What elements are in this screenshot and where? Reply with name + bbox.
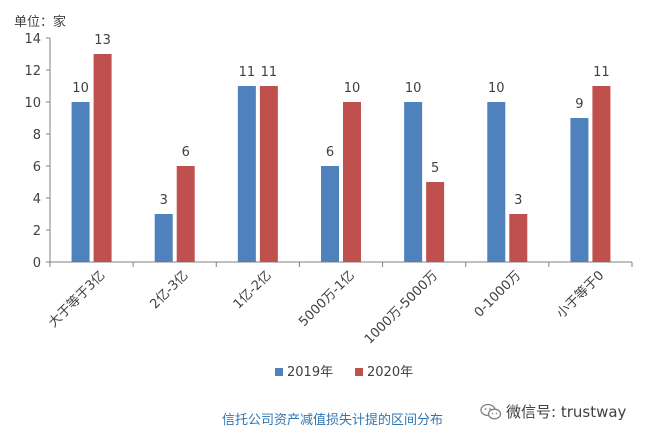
bar-2020 [259, 86, 278, 262]
legend-label: 2020年 [367, 365, 413, 380]
x-tick-label: 5000万-1亿 [296, 268, 358, 330]
data-label: 10 [488, 81, 505, 96]
bar-2020 [509, 214, 528, 262]
x-tick-label: 1亿-2亿 [231, 268, 275, 312]
bar-2020 [343, 102, 361, 262]
bar-2019 [321, 166, 339, 262]
y-tick-label: 14 [24, 32, 41, 47]
bar-2020 [592, 86, 611, 262]
unit-label: 单位：家 [14, 15, 67, 30]
y-tick-label: 8 [33, 128, 41, 143]
x-tick-label: 大于等于3亿 [45, 268, 108, 331]
y-tick-label: 0 [33, 256, 41, 271]
data-label: 3 [160, 193, 168, 208]
y-tick-label: 10 [24, 96, 41, 111]
data-label: 6 [326, 145, 334, 160]
chart-caption: 信托公司资产减值损失计提的区间分布 [222, 413, 444, 428]
bar-2019 [237, 86, 256, 262]
bar-2019 [404, 102, 423, 262]
y-tick-label: 4 [33, 192, 41, 207]
data-label: 13 [94, 33, 111, 48]
bar-2019 [154, 214, 173, 262]
wechat-icon [480, 403, 502, 419]
watermark: 微信号: trustway [480, 401, 626, 422]
bar-2019 [487, 102, 506, 262]
bar-2020 [176, 166, 195, 262]
bar-2019 [71, 102, 90, 262]
x-tick-label: 1000万-5000万 [362, 268, 441, 347]
data-label: 9 [575, 97, 583, 112]
x-tick-label: 0-1000万 [472, 268, 524, 320]
bar-2020 [93, 54, 112, 262]
data-label: 5 [431, 161, 439, 176]
watermark-text: 微信号: trustway [506, 403, 627, 421]
legend-label: 2019年 [287, 365, 333, 380]
x-tick-label: 2亿-3亿 [148, 268, 192, 312]
data-label: 10 [344, 81, 361, 96]
y-tick-label: 2 [33, 224, 41, 239]
legend-swatch [275, 368, 283, 376]
bar-2019 [570, 118, 589, 262]
data-label: 10 [405, 81, 422, 96]
x-tick-label: 小于等于0 [553, 268, 607, 322]
data-label: 6 [182, 145, 190, 160]
y-tick-label: 6 [33, 160, 41, 175]
bar-2020 [426, 182, 445, 262]
data-label: 11 [593, 65, 610, 80]
data-label: 11 [261, 65, 278, 80]
data-label: 3 [514, 193, 522, 208]
y-tick-label: 12 [24, 64, 41, 79]
data-label: 11 [239, 65, 256, 80]
data-label: 10 [72, 81, 89, 96]
legend-swatch [355, 368, 363, 376]
